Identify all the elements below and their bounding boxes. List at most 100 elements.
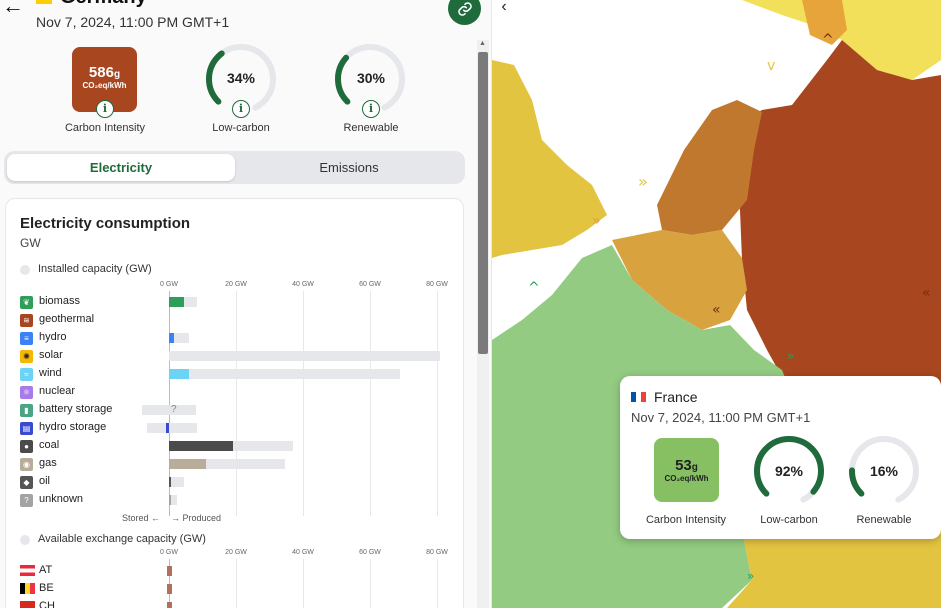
produced-bar [169, 297, 185, 307]
exchange-axis-tick-label: 80 GW [426, 549, 448, 556]
carbon-intensity-unit-g: g [113, 69, 121, 80]
grid-line [169, 291, 170, 516]
water-icon: ≡ [20, 332, 33, 345]
link-icon [457, 1, 472, 16]
low-carbon-info-icon[interactable]: i [232, 100, 250, 118]
low-carbon-label: Low-carbon [212, 122, 270, 134]
exchange-bar [167, 566, 173, 576]
tooltip-carbon-intensity-value: 53 [675, 457, 692, 474]
source-label-wind: wind [39, 367, 62, 379]
france-flag-icon [631, 392, 646, 402]
tooltip-datetime: Nov 7, 2024, 11:00 PM GMT+1 [631, 410, 811, 425]
source-label-unknown: unknown [39, 493, 84, 505]
capacity-bar [142, 405, 196, 415]
svg-text:v: v [767, 58, 775, 74]
gas-icon: ◉ [20, 458, 33, 471]
axis-tick-label: 20 GW [225, 281, 247, 288]
source-label-gas: gas [39, 457, 57, 469]
atom-icon: ⚛ [20, 386, 33, 399]
produced-bar [165, 423, 169, 433]
tooltip-low-carbon-percent: 92% [774, 463, 804, 479]
unknown-marker: ? [171, 404, 177, 415]
view-toggle: Electricity Emissions [4, 151, 465, 184]
produced-bar [169, 333, 175, 343]
capacity-bar [169, 459, 285, 469]
share-link-button[interactable] [448, 0, 481, 25]
axis-tick-label: 0 GW [160, 281, 178, 288]
source-label-solar: solar [39, 349, 63, 361]
axis-tick-label: 80 GW [426, 281, 448, 288]
exchange-grid-line [370, 559, 371, 608]
exchange-grid-line [303, 559, 304, 608]
carbon-intensity-info-icon[interactable]: i [96, 100, 114, 118]
flag-be-icon [20, 583, 35, 594]
capacity-bar [169, 369, 401, 379]
zone-details-panel: ← Germany Nov 7, 2024, 11:00 PM GMT+1 58… [0, 0, 492, 608]
map-region-netherlands [657, 100, 762, 235]
produced-label: → Produced [171, 513, 222, 523]
grid-line [370, 291, 371, 516]
tab-emissions[interactable]: Emissions [319, 160, 379, 175]
svg-text:»: » [787, 349, 794, 363]
source-label-hydro-storage: hydro storage [39, 421, 107, 433]
renewable-gauge [334, 43, 405, 114]
capacity-bar [169, 351, 441, 361]
carbon-intensity-label: Carbon Intensity [64, 122, 146, 134]
renewable-info-icon[interactable]: i [362, 100, 380, 118]
collapse-panel-button[interactable]: ‹ [492, 0, 516, 22]
source-label-battery-storage: battery storage [39, 403, 113, 415]
produced-bar [169, 495, 171, 505]
zone-title: Germany [60, 0, 147, 9]
produced-bar [169, 369, 190, 379]
source-label-geothermal: geothermal [39, 313, 95, 325]
low-carbon-gauge [205, 43, 276, 114]
renewable-label: Renewable [343, 122, 399, 134]
source-label-oil: oil [39, 475, 51, 487]
hydro-storage-icon: ▤ [20, 422, 33, 435]
svg-text:«: « [712, 302, 721, 318]
coal-icon: ● [20, 440, 33, 453]
carbon-intensity-unit: CO₂eq/kWh [82, 81, 127, 90]
back-arrow-icon[interactable]: ← [2, 0, 24, 18]
tooltip-carbon-intensity-unit-g: g [691, 462, 698, 473]
capacity-bar [169, 333, 190, 343]
chart-title: Electricity consumption [20, 215, 191, 232]
source-label-biomass: biomass [39, 295, 80, 307]
capacity-bar [147, 423, 198, 433]
tooltip-carbon-intensity-label: Carbon Intensity [645, 514, 727, 526]
tooltip-low-carbon-gauge [754, 436, 824, 506]
map-region-germany [727, 40, 941, 470]
scrollbar-thumb[interactable] [478, 52, 488, 354]
electricity-consumption-card: Electricity consumption GW Installed cap… [5, 198, 464, 608]
exchange-bar [167, 602, 173, 608]
grid-line [236, 291, 237, 516]
source-label-hydro: hydro [39, 331, 67, 343]
svg-text:^: ^ [528, 280, 540, 296]
stored-label: Stored ← [122, 513, 161, 523]
zone-datetime: Nov 7, 2024, 11:00 PM GMT+1 [36, 14, 230, 30]
scroll-up-icon[interactable]: ▲ [479, 40, 486, 47]
exchange-axis-tick-label: 20 GW [225, 549, 247, 556]
map-region-uk [492, 60, 607, 258]
capacity-bar [169, 477, 185, 487]
produced-bar [169, 441, 233, 451]
tooltip-carbon-intensity-unit: CO₂eq/kWh [664, 474, 709, 483]
tab-electricity[interactable]: Electricity [7, 154, 235, 181]
grid-line [303, 291, 304, 516]
source-label-coal: coal [39, 439, 60, 451]
exchange-grid-line [169, 559, 170, 608]
flag-ch-icon [20, 601, 35, 608]
exchange-bar [167, 584, 173, 594]
tooltip-renewable-gauge [849, 436, 919, 506]
sun-icon: ✺ [20, 350, 33, 363]
produced-bar [169, 477, 171, 487]
produced-bar [169, 459, 206, 469]
svg-text:«: « [922, 285, 931, 301]
exchange-axis-tick-label: 0 GW [160, 549, 178, 556]
map-region-scandinavia [742, 0, 941, 80]
tooltip-low-carbon-label: Low-carbon [760, 514, 818, 526]
tooltip-renewable-label: Renewable [856, 514, 912, 526]
exchange-grid-line [437, 559, 438, 608]
tooltip-country: France [654, 389, 698, 405]
wind-icon: ≈ [20, 368, 33, 381]
